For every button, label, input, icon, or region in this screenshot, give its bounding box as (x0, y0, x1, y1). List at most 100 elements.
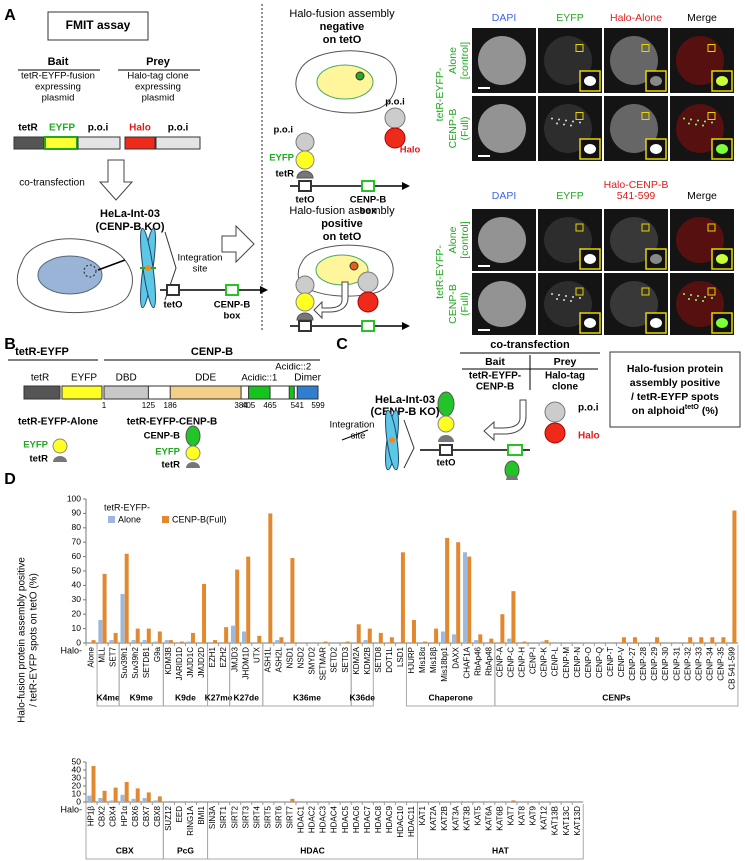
arrow (98, 159, 134, 201)
group-label: K36de (349, 692, 375, 702)
label: 186 (164, 401, 178, 410)
scale-bar (478, 329, 490, 331)
group-label: K4me (97, 692, 120, 702)
bar (378, 632, 383, 643)
legend-swatch (162, 516, 169, 523)
spot (650, 254, 662, 264)
label: Integration (178, 253, 223, 264)
y-tick-label: 50 (72, 756, 82, 766)
shape (13, 136, 45, 150)
spot (565, 119, 567, 122)
group-label: K9de (175, 692, 196, 702)
bar (109, 800, 114, 802)
x-tick-label: KAT13D (573, 806, 582, 836)
x-tick-label: CBX2 (98, 805, 107, 826)
x-tick-label: HDAC2 (308, 805, 317, 833)
label: tetR (30, 454, 49, 465)
bar (142, 640, 147, 643)
y-tick-label: 50 (72, 565, 82, 575)
shape (295, 132, 315, 152)
x-tick-label: CENP-C (507, 647, 516, 678)
label: tetO (685, 404, 700, 411)
shape (361, 180, 375, 192)
group-label: HDAC (300, 845, 325, 855)
bar (120, 794, 125, 802)
bar (113, 632, 118, 643)
bar (721, 637, 726, 643)
label: 384 (234, 401, 248, 410)
x-tick-label: HDAC8 (374, 805, 383, 833)
group-label: K36me (293, 692, 321, 702)
x-tick-label: CENP-30 (661, 646, 670, 680)
x-tick-label: EED (175, 806, 184, 823)
y-tick-label: 90 (72, 508, 82, 518)
label: box (360, 206, 378, 217)
x-tick-label: Suv39h2 (131, 646, 140, 678)
x-tick-label: CHAF1A (462, 646, 471, 678)
label: tetR-EYFP- (469, 371, 521, 382)
label: tetO (296, 195, 315, 206)
x-tick-label: KAT2B (440, 806, 449, 831)
bar (522, 641, 527, 643)
label: box (224, 311, 242, 322)
group-label: Chaperone (428, 692, 473, 702)
bar (544, 640, 549, 643)
spot (716, 144, 728, 154)
x-tick-label: Alone (87, 646, 96, 667)
y-tick-label: 40 (72, 580, 82, 590)
label: EYFP (556, 12, 583, 24)
bar (445, 537, 450, 643)
x-tick-label: NSD1 (286, 646, 295, 668)
x-tick-label: SUZ12 (164, 805, 173, 830)
shape (575, 287, 584, 296)
shape (296, 170, 314, 179)
y-tick-label: 100 (67, 493, 81, 503)
shape (44, 136, 78, 150)
spot (697, 119, 699, 122)
spot (572, 120, 574, 123)
bar (323, 641, 328, 643)
label: Halo-fusion assembly (289, 8, 395, 20)
bar (157, 796, 162, 802)
bar (356, 624, 361, 643)
label: EYFP (155, 447, 180, 458)
bar (168, 801, 173, 802)
label: EYFP (556, 190, 583, 202)
x-tick-label: CENP-35 (716, 646, 725, 680)
shape (707, 287, 716, 296)
x-tick-label: CBX4 (109, 805, 118, 826)
x-tick-label: Mis18bp1 (440, 646, 449, 681)
x-tick-label: KAT13C (562, 806, 571, 836)
x-tick-label: SIRT7 (286, 805, 295, 828)
shape (77, 136, 121, 150)
shape (355, 71, 365, 81)
label: Prey (554, 356, 577, 368)
legend-label: CENP-B(Full) (172, 514, 227, 524)
bar (440, 631, 445, 643)
label: 465 (263, 401, 277, 410)
x-tick-label: CENP-H (518, 647, 527, 678)
bar (186, 641, 191, 643)
label: p.o.i (88, 123, 109, 134)
x-tick-label: ASH2L (274, 646, 283, 672)
shape (248, 385, 271, 400)
x-tick-label: CENP-I (529, 647, 538, 674)
x-tick-label: KAT3B (462, 806, 471, 831)
x-tick-label: SIRT4 (252, 805, 261, 828)
spot (688, 298, 690, 300)
bar (621, 637, 626, 643)
x-tick-label: JHDM1D (241, 647, 250, 680)
nucleus (478, 36, 526, 85)
y-tick-label: 0 (76, 637, 81, 647)
legend-label: Alone (118, 514, 141, 524)
label: [control] (459, 42, 471, 79)
bar (142, 798, 147, 802)
x-tick-label: CENP-29 (650, 646, 659, 680)
label: (%) (702, 405, 718, 417)
label: expressing (135, 82, 181, 93)
shape (296, 385, 319, 400)
legend-title: tetR-EYFP- (104, 502, 150, 512)
x-tick-label: KAT3A (451, 805, 460, 830)
x-tick-label: CENP-K (540, 646, 549, 677)
label: CENP-B (476, 382, 514, 393)
